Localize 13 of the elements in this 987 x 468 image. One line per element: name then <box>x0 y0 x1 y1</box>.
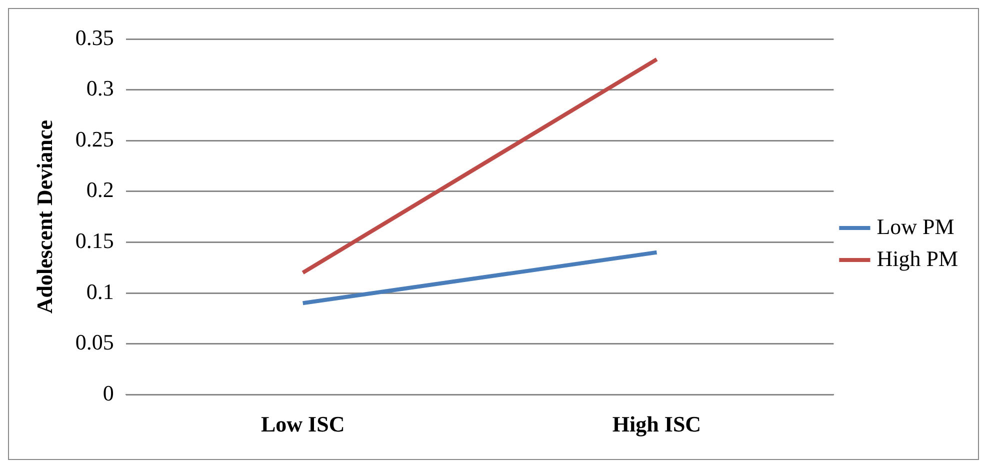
x-tick-label: Low ISC <box>260 411 345 436</box>
legend-label: Low PM <box>876 214 954 239</box>
y-tick-label: 0.15 <box>75 228 114 253</box>
y-tick-label: 0.2 <box>86 177 114 202</box>
y-tick-label: 0.1 <box>86 278 114 304</box>
y-tick-label: 0.35 <box>75 24 114 50</box>
y-tick-label: 0 <box>102 380 114 406</box>
y-tick-label: 0.05 <box>75 330 114 355</box>
y-tick-label: 0.25 <box>75 126 114 152</box>
legend-label: High PM <box>876 246 958 271</box>
x-tick-label: High ISC <box>612 411 702 436</box>
y-axis-title: Adolescent Deviance <box>32 120 57 314</box>
y-tick-label: 0.3 <box>86 76 114 101</box>
